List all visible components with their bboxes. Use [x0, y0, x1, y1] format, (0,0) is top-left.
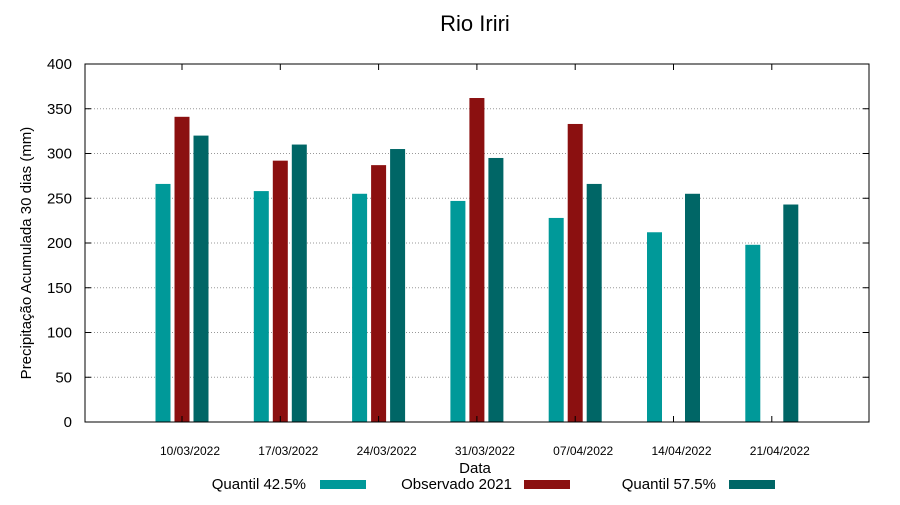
x-tick-label: 14/04/2022	[651, 444, 711, 458]
legend-swatch	[729, 480, 775, 489]
bar	[647, 232, 662, 422]
y-tick-label: 200	[47, 235, 72, 252]
legend-swatch	[524, 480, 570, 489]
bar	[488, 157, 504, 422]
x-axis-ticks: 10/03/2022 17/03/2022 24/03/2022 31/03/2022…	[160, 64, 810, 458]
bar	[352, 193, 368, 422]
bar	[450, 200, 466, 422]
y-tick-label: 250	[47, 190, 72, 207]
x-tick-label: 24/03/2022	[357, 444, 417, 458]
legend-label: Observado 2021	[401, 476, 512, 493]
y-axis-label: Precipitação Acumulada 30 dias (mm)	[18, 127, 35, 380]
y-tick-label: 300	[47, 146, 72, 163]
legend-label: Quantil 42.5%	[212, 476, 306, 493]
y-tick-label: 100	[47, 325, 72, 342]
y-tick-label: 400	[47, 56, 72, 73]
bar	[272, 160, 288, 422]
chart-title: Rio Iriri	[440, 11, 510, 36]
bar	[783, 204, 799, 422]
bar	[390, 149, 406, 422]
bars	[155, 98, 799, 423]
x-tick-label: 31/03/2022	[455, 444, 515, 458]
x-tick-label: 17/03/2022	[258, 444, 318, 458]
x-tick-label: 07/04/2022	[553, 444, 613, 458]
y-tick-label: 0	[64, 414, 72, 431]
bar	[253, 191, 269, 422]
bar	[371, 165, 387, 422]
bar	[174, 116, 190, 423]
y-axis-ticks: 0 50 100 150 200 250 300 350 400	[47, 56, 869, 431]
bar	[291, 144, 307, 423]
y-tick-label: 50	[55, 369, 72, 386]
bar	[469, 98, 485, 422]
y-tick-label: 350	[47, 101, 72, 118]
bar	[685, 193, 700, 422]
bar	[586, 183, 602, 422]
legend-swatch	[320, 480, 366, 489]
x-tick-label: 21/04/2022	[750, 444, 810, 458]
bar	[567, 123, 583, 422]
x-axis-label: Data	[459, 460, 491, 477]
bar	[745, 244, 761, 422]
legend: Quantil 42.5% Observado 2021 Quantil 57.5%	[212, 476, 775, 493]
bar	[548, 217, 564, 422]
legend-label: Quantil 57.5%	[622, 476, 716, 493]
bar	[155, 183, 171, 422]
x-tick-label: 10/03/2022	[160, 444, 220, 458]
y-tick-label: 150	[47, 280, 72, 297]
bar	[193, 135, 209, 422]
